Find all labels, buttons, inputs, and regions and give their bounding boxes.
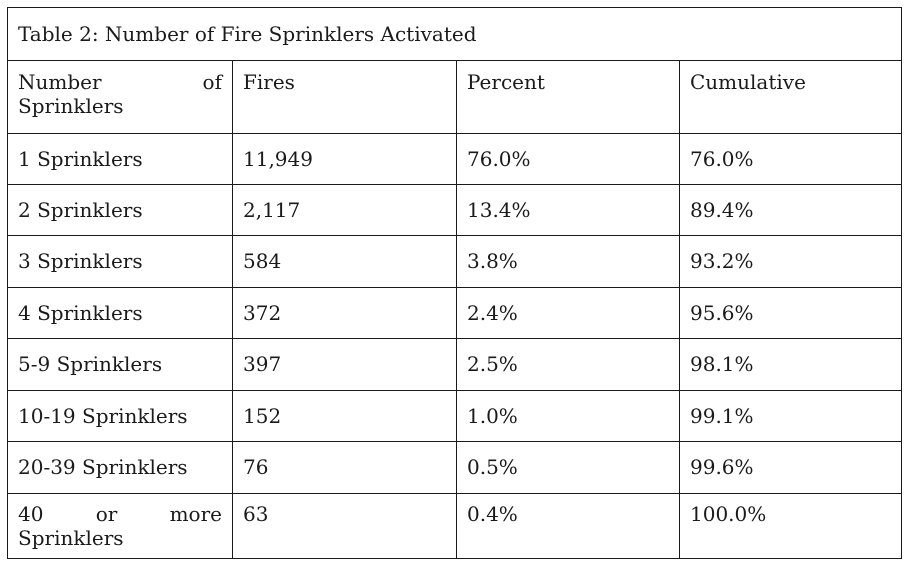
header-word-sprinklers: Sprinklers	[18, 93, 124, 118]
header-line-1: Number of	[18, 70, 222, 94]
header-cumulative: Cumulative	[678, 59, 903, 134]
cell-cumulative: 99.6%	[678, 441, 903, 494]
cell-sprinklers: 20-39 Sprinklers	[7, 441, 233, 494]
table-row: 1 Sprinklers 11,949 76.0% 76.0%	[7, 132, 903, 185]
cell-percent: 0.5%	[456, 441, 680, 494]
header-word-number: Number	[18, 69, 102, 94]
cell-sprinklers: 2 Sprinklers	[7, 183, 233, 237]
cell-percent: 2.4%	[456, 286, 680, 340]
cell-fires: 2,117	[232, 183, 457, 237]
cell-cumulative: 93.2%	[678, 235, 903, 288]
last-label-word-40: 40	[18, 501, 44, 526]
table-row: 5-9 Sprinklers 397 2.5% 98.1%	[7, 338, 903, 391]
table-header-row: Number of Sprinklers Fires Percent Cumul…	[7, 59, 903, 134]
last-label-word-or: or	[95, 501, 118, 526]
cell-fires: 152	[232, 389, 457, 443]
cell-fires: 397	[232, 338, 457, 391]
table-caption: Table 2: Number of Fire Sprinklers Activ…	[6, 7, 903, 61]
table-row: 2 Sprinklers 2,117 13.4% 89.4%	[7, 183, 903, 237]
table-row: 3 Sprinklers 584 3.8% 93.2%	[7, 235, 903, 288]
header-word-of: of	[202, 69, 222, 94]
cell-cumulative: 100.0%	[678, 492, 903, 560]
last-label-word-more: more	[169, 501, 222, 526]
cell-fires: 76	[232, 441, 457, 494]
cell-percent: 1.0%	[456, 389, 680, 443]
cell-sprinklers: 10-19 Sprinklers	[7, 389, 233, 443]
cell-cumulative: 98.1%	[678, 338, 903, 391]
cell-sprinklers: 1 Sprinklers	[7, 132, 233, 185]
last-label-line-2: Sprinklers	[18, 525, 124, 550]
cell-percent: 3.8%	[456, 235, 680, 288]
cell-sprinklers: 40 or more Sprinklers	[7, 492, 233, 560]
cell-percent: 2.5%	[456, 338, 680, 391]
table-caption-row: Table 2: Number of Fire Sprinklers Activ…	[6, 7, 903, 61]
cell-cumulative: 99.1%	[678, 389, 903, 443]
table-row: 4 Sprinklers 372 2.4% 95.6%	[7, 286, 903, 340]
sprinkler-table: Table 2: Number of Fire Sprinklers Activ…	[6, 7, 903, 560]
cell-fires: 372	[232, 286, 457, 340]
cell-sprinklers: 5-9 Sprinklers	[7, 338, 233, 391]
cell-cumulative: 76.0%	[678, 132, 903, 185]
cell-sprinklers: 3 Sprinklers	[7, 235, 233, 288]
cell-cumulative: 89.4%	[678, 183, 903, 237]
header-fires: Fires	[232, 59, 457, 134]
cell-fires: 11,949	[232, 132, 457, 185]
header-percent: Percent	[456, 59, 680, 134]
last-label-line-1: 40 or more	[18, 502, 222, 526]
cell-sprinklers: 4 Sprinklers	[7, 286, 233, 340]
sprinkler-table-container: Table 2: Number of Fire Sprinklers Activ…	[6, 7, 903, 560]
table-row: 10-19 Sprinklers 152 1.0% 99.1%	[7, 389, 903, 443]
table-row: 40 or more Sprinklers 63 0.4% 100.0%	[7, 492, 903, 560]
table-row: 20-39 Sprinklers 76 0.5% 99.6%	[7, 441, 903, 494]
cell-percent: 76.0%	[456, 132, 680, 185]
cell-percent: 0.4%	[456, 492, 680, 560]
cell-fires: 584	[232, 235, 457, 288]
cell-percent: 13.4%	[456, 183, 680, 237]
header-number-of-sprinklers: Number of Sprinklers	[7, 59, 233, 134]
cell-fires: 63	[232, 492, 457, 560]
cell-cumulative: 95.6%	[678, 286, 903, 340]
